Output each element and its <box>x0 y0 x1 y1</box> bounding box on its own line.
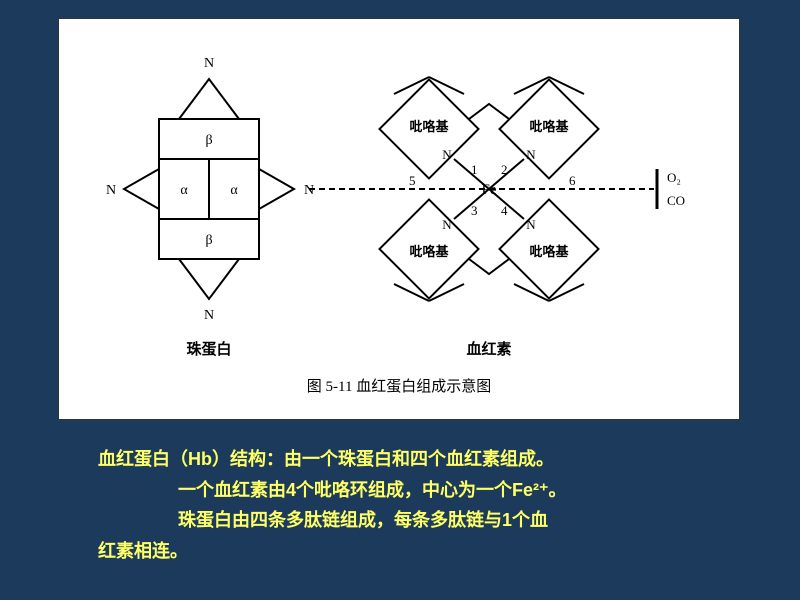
heme-n-br: N <box>526 217 536 232</box>
globin-structure <box>124 79 294 299</box>
diagram-panel: N N N β β α α N <box>58 18 740 420</box>
desc-line4: 红素相连。 <box>78 536 718 567</box>
globin-n-bottom: N <box>204 308 214 323</box>
bond-6: 6 <box>569 173 576 188</box>
desc-line2: 一个血红素由4个吡咯环组成，中心为一个Fe²⁺。 <box>78 475 718 506</box>
globin-beta-top: β <box>205 133 212 148</box>
pyrrole-br: 吡咯基 <box>529 244 569 259</box>
globin-n-top: N <box>204 56 214 71</box>
desc-line1: 血红蛋白（Hb）结构：由一个珠蛋白和四个血红素组成。 <box>78 444 718 475</box>
bond-4: 4 <box>501 203 508 218</box>
co-label: CO <box>667 193 685 208</box>
globin-alpha-right: α <box>230 183 238 198</box>
pyrrole-tl: 吡咯基 <box>409 119 449 134</box>
heme-label: 血红素 <box>466 340 511 358</box>
globin-beta-bottom: β <box>205 233 212 248</box>
o2-label: O₂ <box>667 170 681 185</box>
figure-caption: 图 5-11 血红蛋白组成示意图 <box>307 377 491 395</box>
pyrrole-tr: 吡咯基 <box>529 119 569 134</box>
connector-n: N <box>304 183 314 198</box>
heme-n-tr: N <box>526 147 536 162</box>
description-text: 血红蛋白（Hb）结构：由一个珠蛋白和四个血红素组成。 一个血红素由4个吡咯环组成… <box>58 432 738 578</box>
bond-1: 1 <box>471 162 478 177</box>
bond-2: 2 <box>501 162 508 177</box>
globin-n-left: N <box>106 183 116 198</box>
heme-structure <box>359 77 657 301</box>
globin-label: 珠蛋白 <box>186 340 231 358</box>
hemoglobin-diagram: N N N β β α α N <box>59 19 739 419</box>
bond-5: 5 <box>409 173 416 188</box>
globin-alpha-left: α <box>180 183 188 198</box>
heme-n-tl: N <box>442 147 452 162</box>
bond-3: 3 <box>471 203 478 218</box>
heme-fe: Fe <box>482 182 497 198</box>
pyrrole-bl: 吡咯基 <box>409 244 449 259</box>
heme-n-bl: N <box>442 217 452 232</box>
desc-line3: 珠蛋白由四条多肽链组成，每条多肽链与1个血 <box>78 505 718 536</box>
